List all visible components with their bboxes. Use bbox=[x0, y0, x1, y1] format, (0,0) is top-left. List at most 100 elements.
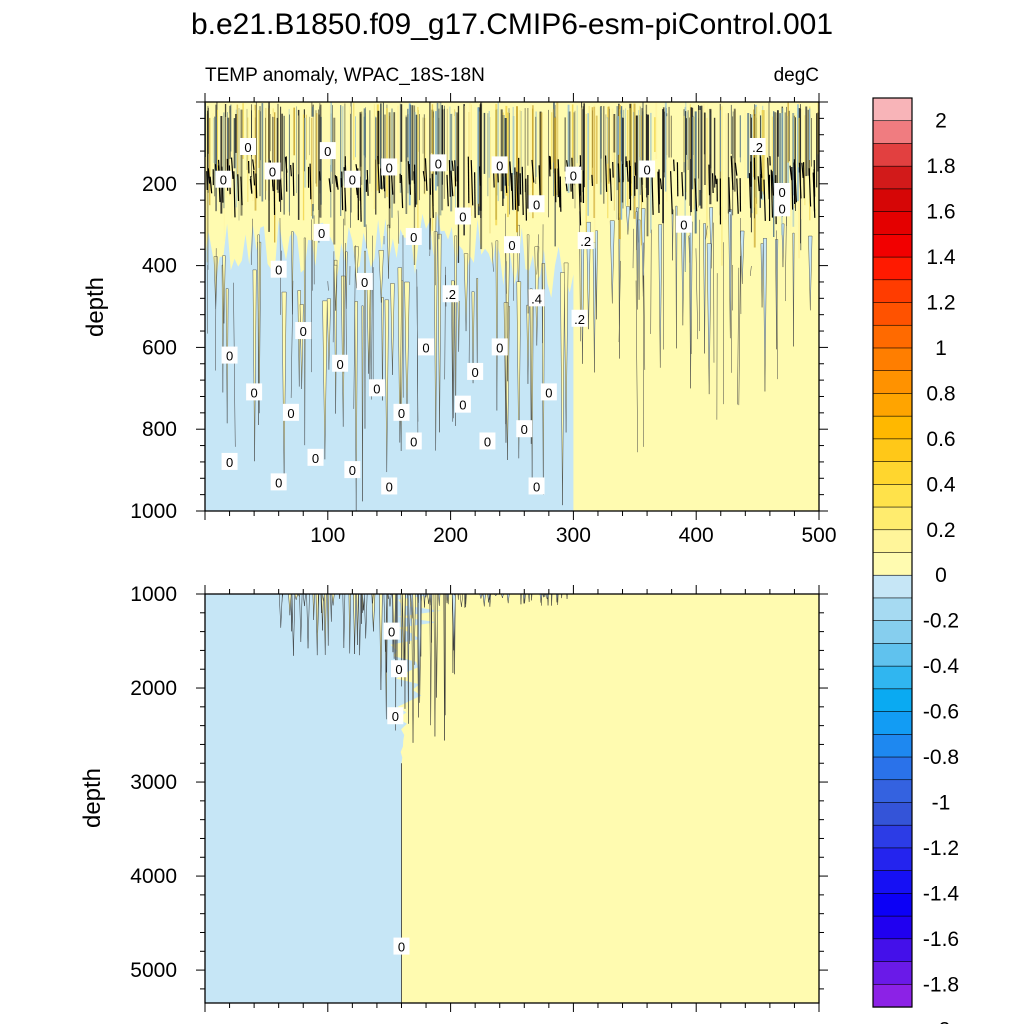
upper-thermocline-contour bbox=[773, 111, 774, 237]
y-tick-label: 800 bbox=[142, 418, 177, 441]
upper-contour-line bbox=[618, 163, 619, 182]
upper-thermocline-contour bbox=[586, 114, 587, 237]
upper-contour-label: .2 bbox=[750, 138, 766, 155]
upper-contour-line bbox=[515, 167, 516, 209]
upper-thermocline-contour bbox=[330, 102, 332, 171]
upper-contour-label: 0 bbox=[455, 396, 471, 413]
upper-thermocline-contour bbox=[731, 105, 732, 154]
upper-thermocline-contour bbox=[809, 108, 810, 160]
upper-thermocline-contour bbox=[592, 107, 593, 183]
colorbar-swatch bbox=[873, 189, 912, 212]
x-tick-label: 100 bbox=[310, 524, 345, 547]
lower-contour-spike bbox=[521, 594, 522, 604]
upper-thermocline-contour bbox=[293, 108, 295, 156]
upper-thermocline-contour bbox=[805, 107, 807, 177]
upper-thermocline-contour bbox=[707, 118, 708, 238]
svg-text:0: 0 bbox=[220, 173, 227, 188]
upper-contour-line bbox=[592, 175, 593, 186]
y-tick-label: 1000 bbox=[130, 583, 177, 606]
upper-thermocline-contour bbox=[477, 107, 479, 203]
upper-contour-label: 0 bbox=[774, 183, 790, 200]
upper-contour-label: 0 bbox=[565, 167, 581, 184]
x-tick-label: 200 bbox=[433, 524, 468, 547]
colorbar-swatch bbox=[873, 598, 912, 621]
svg-text:0: 0 bbox=[410, 230, 417, 245]
upper-contour-label: .2 bbox=[572, 310, 588, 327]
svg-text:0: 0 bbox=[459, 398, 466, 413]
upper-thermocline-contour bbox=[740, 116, 741, 158]
colorbar-swatch bbox=[873, 553, 912, 576]
colorbar-label: -1.2 bbox=[923, 837, 959, 860]
upper-thermocline-contour bbox=[237, 105, 239, 177]
upper-thermocline-contour bbox=[213, 118, 214, 163]
upper-thermocline-contour bbox=[369, 110, 370, 183]
lower-contour-label: 0 bbox=[384, 623, 400, 640]
upper-contour-label: 0 bbox=[344, 171, 360, 188]
svg-text:0: 0 bbox=[244, 140, 251, 155]
upper-contour-line bbox=[792, 167, 793, 210]
upper-thermocline-contour bbox=[260, 111, 261, 160]
upper-thermocline-contour bbox=[435, 111, 437, 191]
upper-thermocline-contour bbox=[311, 118, 312, 216]
svg-text:0: 0 bbox=[300, 324, 307, 339]
upper-thermocline-contour bbox=[455, 112, 456, 215]
upper-thermocline-contour bbox=[488, 113, 489, 196]
colorbar-swatch bbox=[873, 348, 912, 371]
lower-contour-spike bbox=[418, 594, 419, 603]
lower-contour-spike bbox=[531, 594, 532, 600]
colorbar-label: -1.8 bbox=[923, 973, 959, 996]
svg-text:0: 0 bbox=[349, 463, 356, 478]
colorbar-swatch bbox=[873, 484, 912, 507]
svg-text:.2: .2 bbox=[445, 287, 456, 302]
svg-text:0: 0 bbox=[275, 475, 282, 490]
chart-title: b.e21.B1850.f09_g17.CMIP6-esm-piControl.… bbox=[191, 8, 833, 41]
svg-text:.2: .2 bbox=[574, 312, 585, 327]
upper-thermocline-contour bbox=[247, 118, 248, 202]
upper-thermocline-contour bbox=[671, 116, 672, 158]
svg-text:0: 0 bbox=[496, 158, 503, 173]
upper-contour-label: 0 bbox=[492, 338, 508, 355]
svg-text:0: 0 bbox=[386, 479, 393, 494]
svg-text:0: 0 bbox=[508, 238, 515, 253]
lower-contour-spike bbox=[339, 594, 340, 599]
x-tick-label: 500 bbox=[801, 524, 836, 547]
upper-thermocline-contour bbox=[747, 113, 749, 178]
upper-contour-label: 0 bbox=[240, 138, 256, 155]
upper-thermocline-contour bbox=[447, 105, 448, 179]
svg-text:0: 0 bbox=[398, 406, 405, 421]
svg-text:0: 0 bbox=[361, 275, 368, 290]
upper-contour-label: 0 bbox=[344, 461, 360, 478]
upper-thermocline-contour bbox=[553, 109, 554, 162]
lower-contour-label: 0 bbox=[393, 938, 409, 955]
colorbar-label: -1.6 bbox=[923, 928, 959, 951]
upper-thermocline-contour bbox=[423, 118, 424, 154]
svg-text:0: 0 bbox=[533, 197, 540, 212]
svg-text:0: 0 bbox=[680, 218, 687, 233]
upper-contour-line bbox=[475, 172, 476, 218]
upper-thermocline-contour bbox=[465, 106, 467, 213]
upper-thermocline-contour bbox=[520, 110, 521, 174]
upper-thermocline-contour bbox=[406, 117, 408, 214]
upper-contour-label: 0 bbox=[529, 477, 545, 494]
upper-contour-line bbox=[319, 171, 320, 180]
upper-thermocline-contour bbox=[425, 118, 426, 195]
colorbar: 21.81.61.41.210.80.60.40.20-0.2-0.4-0.6-… bbox=[873, 98, 959, 1024]
upper-thermocline-contour bbox=[355, 116, 356, 157]
colorbar-label: 1.4 bbox=[926, 246, 956, 269]
upper-contour-label: 0 bbox=[283, 404, 299, 421]
upper-contour-label: 0 bbox=[455, 208, 471, 225]
upper-thermocline-contour bbox=[318, 115, 319, 243]
upper-thermocline-contour bbox=[785, 112, 786, 186]
svg-text:0: 0 bbox=[545, 385, 552, 400]
upper-contour-label: 0 bbox=[265, 163, 281, 180]
svg-text:.2: .2 bbox=[752, 140, 763, 155]
upper-thermocline-contour bbox=[215, 105, 217, 212]
upper-contour-label: 0 bbox=[406, 432, 422, 449]
svg-text:0: 0 bbox=[324, 144, 331, 159]
upper-contour-label: .4 bbox=[529, 289, 545, 306]
upper-thermocline-contour bbox=[694, 117, 695, 210]
upper-thermocline-contour bbox=[722, 106, 723, 265]
upper-thermocline-contour bbox=[808, 110, 810, 176]
svg-text:0: 0 bbox=[386, 160, 393, 175]
